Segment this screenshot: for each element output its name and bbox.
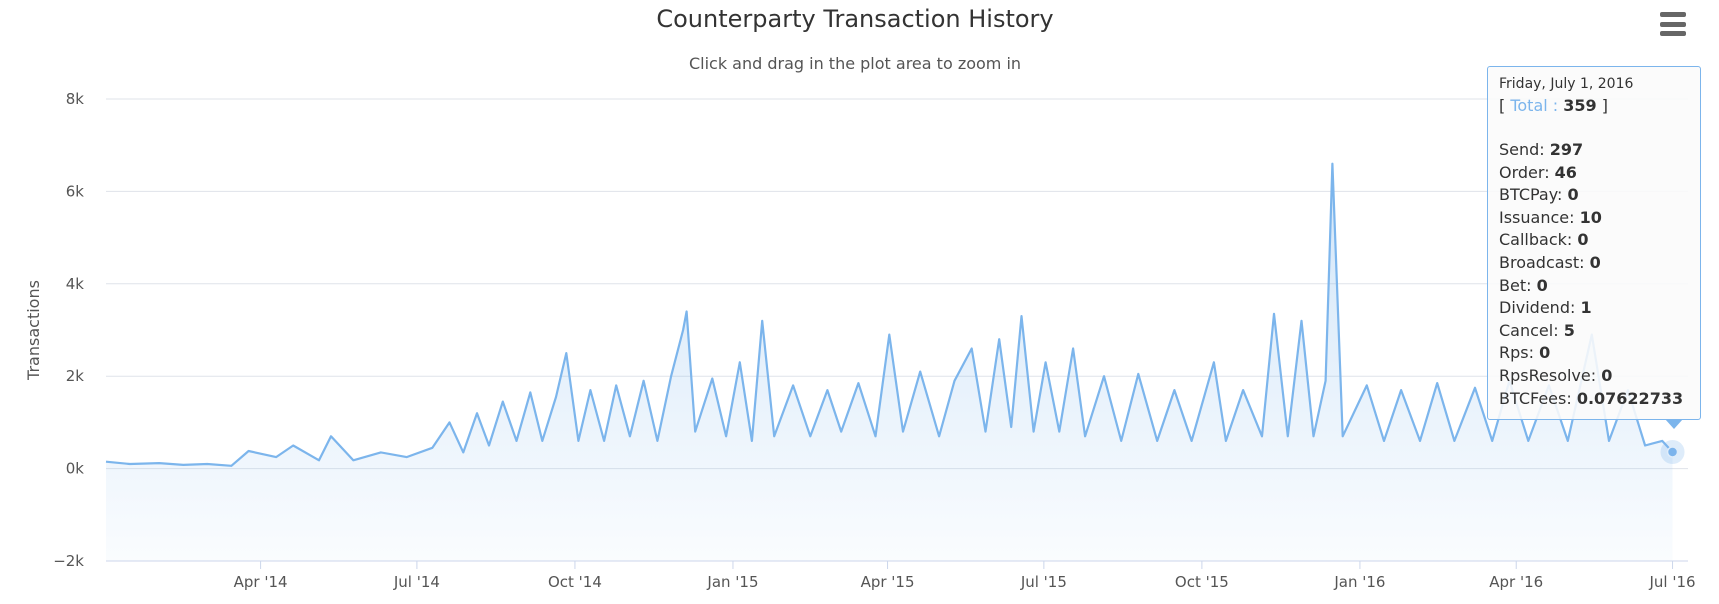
tooltip-row-label: Send: <box>1499 140 1550 159</box>
x-tick-label: Oct '15 <box>1175 573 1229 591</box>
tooltip-row: Send: 297 <box>1499 139 1700 162</box>
tooltip-row: Cancel: 5 <box>1499 320 1700 343</box>
tooltip-row: RpsResolve: 0 <box>1499 365 1700 388</box>
series-area <box>106 163 1673 561</box>
hamburger-menu-icon[interactable] <box>1660 12 1686 36</box>
tooltip-row: Bet: 0 <box>1499 275 1700 298</box>
tooltip-row-value: 297 <box>1549 140 1584 159</box>
x-tick-label: Jul '14 <box>393 573 440 591</box>
tooltip-rows: Send: 297 Order: 46 BTCPay: 0 Issuance: 10 C… <box>1499 139 1700 410</box>
tooltip-row-label: Dividend: <box>1499 298 1581 318</box>
tooltip-row-value: 0 <box>1601 365 1613 385</box>
tooltip-row: Rps: 0 <box>1499 342 1700 365</box>
chart-title: Counterparty Transaction History <box>656 5 1053 33</box>
y-tick-label: 4k <box>66 275 85 293</box>
tooltip-row-label: Callback: <box>1499 230 1578 250</box>
x-tick-label: Apr '16 <box>1489 573 1543 591</box>
menu-bar <box>1660 12 1686 17</box>
x-axis-ticks: Apr '14 Jul '14 Oct '14 Jan '15 Apr '15 Jul '… <box>234 561 1696 591</box>
y-axis-label: Transactions <box>24 280 43 381</box>
y-tick-label: 6k <box>66 182 85 200</box>
tooltip-row: BTCFees: 0.07622733 <box>1499 388 1700 411</box>
hover-halo <box>1660 440 1685 465</box>
tooltip-row-value: 0 <box>1539 343 1551 363</box>
tooltip-row: Broadcast: 0 <box>1499 252 1700 275</box>
tooltip-pointer <box>1665 419 1683 429</box>
tooltip: Friday, July 1, 2016 [ Total : 359 ] Sen… <box>1487 66 1701 420</box>
tooltip-row: Order: 46 <box>1499 162 1700 185</box>
series-points <box>1660 440 1685 465</box>
tooltip-row-label: Broadcast: <box>1499 252 1590 272</box>
tooltip-row-label: BTCFees: <box>1499 388 1577 408</box>
tooltip-row-value: 0.07622733 <box>1576 388 1684 408</box>
tooltip-total-label: Total <box>1510 96 1548 115</box>
tooltip-row: Callback: 0 <box>1499 229 1700 252</box>
tooltip-row-value: 0 <box>1589 252 1601 272</box>
tooltip-row-label: BTCPay: <box>1499 185 1568 205</box>
tooltip-row: Issuance: 10 <box>1499 207 1700 230</box>
tooltip-row-value: 10 <box>1579 207 1602 227</box>
x-tick-label: Jan '15 <box>706 573 758 591</box>
x-tick-label: Jan '16 <box>1333 573 1385 591</box>
tooltip-row-value: 5 <box>1563 320 1575 340</box>
x-tick-label: Apr '14 <box>234 573 288 591</box>
y-tick-label: 8k <box>66 90 85 108</box>
menu-bar <box>1660 31 1686 36</box>
tooltip-row-label: Bet: <box>1499 275 1537 295</box>
tooltip-row-label: Rps: <box>1499 343 1540 363</box>
tooltip-row-value: 0 <box>1577 230 1589 250</box>
y-axis-ticks: −2k 0k 2k 4k 6k 8k <box>53 90 84 570</box>
tooltip-total-value: 359 <box>1563 96 1597 115</box>
y-tick-label: 2k <box>66 367 85 385</box>
hovered-point <box>1666 446 1679 458</box>
tooltip-row-label: RpsResolve: <box>1499 365 1602 385</box>
tooltip-row: BTCPay: 0 <box>1499 184 1700 207</box>
menu-bar <box>1660 21 1686 27</box>
tooltip-row: Dividend: 1 <box>1499 297 1700 320</box>
x-tick-label: Apr '15 <box>861 573 915 591</box>
x-tick-label: Oct '14 <box>548 573 602 591</box>
chart-subtitle: Click and drag in the plot area to zoom … <box>689 54 1021 73</box>
y-tick-label: −2k <box>53 552 84 570</box>
tooltip-date: Friday, July 1, 2016 <box>1499 76 1634 92</box>
x-tick-label: Jul '16 <box>1649 573 1696 591</box>
series-line <box>105 162 1674 467</box>
tooltip-row-label: Order: <box>1499 162 1555 182</box>
tooltip-row-value: 0 <box>1536 275 1548 295</box>
tooltip-row-value: 1 <box>1580 298 1592 318</box>
tooltip-row-label: Issuance: <box>1499 207 1580 227</box>
tooltip-row-value: 46 <box>1554 162 1577 182</box>
tooltip-row-value: 0 <box>1567 185 1579 205</box>
x-tick-label: Jul '15 <box>1020 573 1067 591</box>
tooltip-total: [ Total : 359 ] <box>1499 96 1608 115</box>
tooltip-row-label: Cancel: <box>1499 320 1564 340</box>
y-tick-label: 0k <box>66 460 85 478</box>
